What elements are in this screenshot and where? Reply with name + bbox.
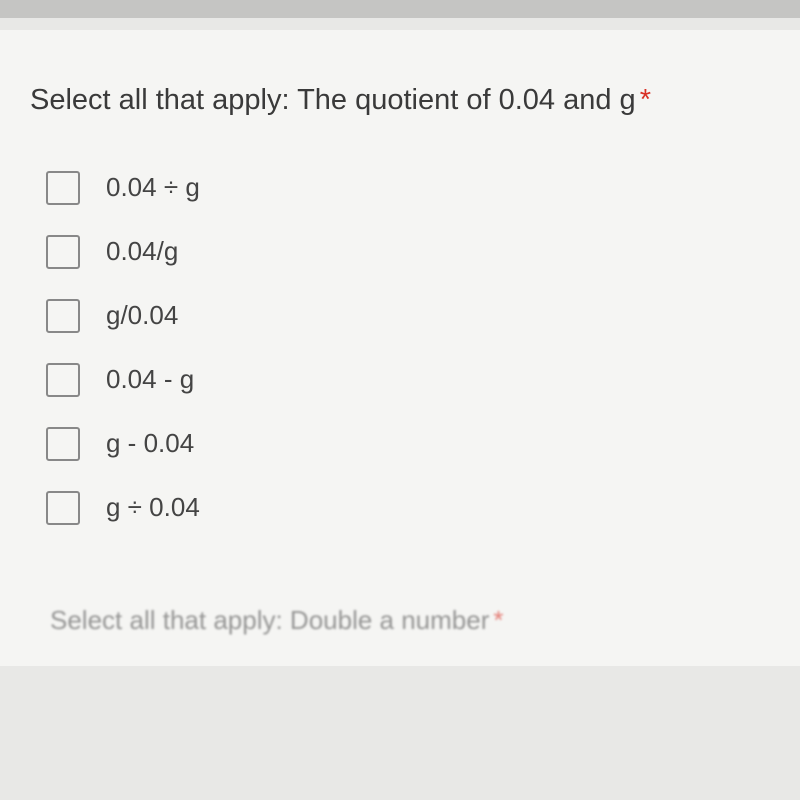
option-label: 0.04/g	[106, 236, 178, 267]
option-label: 0.04 ÷ g	[106, 172, 200, 203]
checkbox-option-6[interactable]	[46, 491, 80, 525]
option-row[interactable]: g ÷ 0.04	[46, 491, 770, 525]
question-text-content: Select all that apply: The quotient of 0…	[30, 84, 636, 116]
checkbox-option-3[interactable]	[46, 299, 80, 333]
checkbox-option-5[interactable]	[46, 427, 80, 461]
option-label: 0.04 - g	[106, 364, 194, 395]
window-chrome-bar	[0, 0, 800, 18]
question-title: Select all that apply: The quotient of 0…	[30, 80, 770, 121]
question-card: Select all that apply: The quotient of 0…	[0, 30, 800, 666]
checkbox-option-4[interactable]	[46, 363, 80, 397]
next-question-partial: Select all that apply: Double a number*	[30, 605, 770, 636]
checkbox-option-1[interactable]	[46, 171, 80, 205]
option-label: g ÷ 0.04	[106, 492, 200, 523]
checkbox-option-2[interactable]	[46, 235, 80, 269]
option-row[interactable]: g/0.04	[46, 299, 770, 333]
option-row[interactable]: 0.04/g	[46, 235, 770, 269]
partial-text-content: Select all that apply: Double a number	[50, 605, 489, 635]
option-row[interactable]: 0.04 ÷ g	[46, 171, 770, 205]
required-asterisk: *	[640, 84, 651, 116]
option-label: g/0.04	[106, 300, 178, 331]
option-row[interactable]: g - 0.04	[46, 427, 770, 461]
options-list: 0.04 ÷ g 0.04/g g/0.04 0.04 - g g - 0.04…	[30, 171, 770, 525]
partial-required-asterisk: *	[493, 605, 503, 635]
option-label: g - 0.04	[106, 428, 194, 459]
option-row[interactable]: 0.04 - g	[46, 363, 770, 397]
